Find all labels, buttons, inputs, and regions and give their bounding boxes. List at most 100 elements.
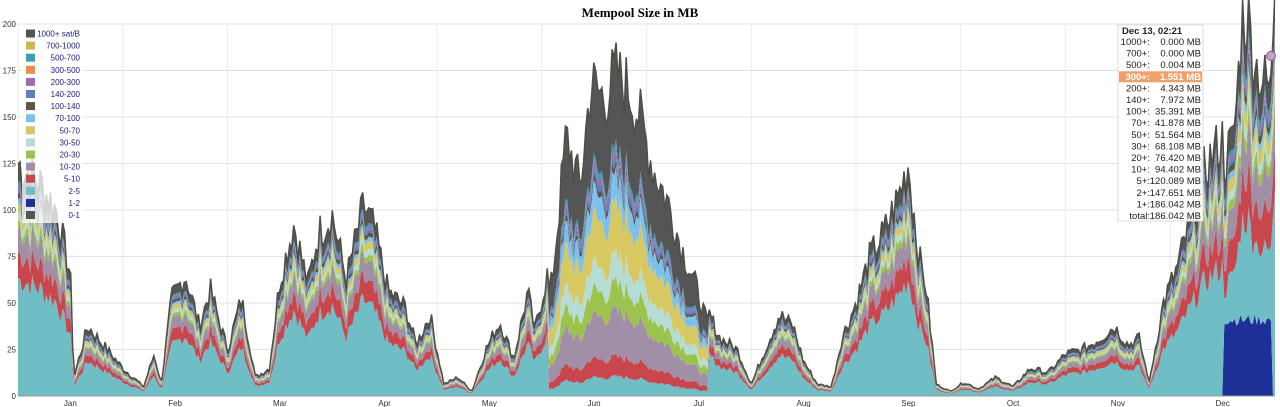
tooltip-row-value: 68.108 MB: [1155, 141, 1201, 152]
tooltip-row-label: 5+:: [1137, 176, 1150, 187]
tooltip-row-value: 7.972 MB: [1160, 95, 1201, 106]
tooltip-row-label: total:: [1129, 211, 1150, 222]
legend-label[interactable]: 500-700: [51, 54, 81, 63]
y-axis: 0 25 50 75 100 125 150 175 200: [3, 20, 17, 401]
tooltip-row-label: 200+:: [1126, 83, 1150, 94]
tooltip-row-value: 1.551 MB: [1160, 72, 1201, 83]
legend-swatch[interactable]: [26, 126, 35, 135]
tooltip-row-value: 0.000 MB: [1160, 37, 1201, 48]
x-axis: Jan Feb Mar Apr May Jun Jul Aug Sep Oct Nov Dec: [18, 395, 1275, 407]
legend-swatch[interactable]: [26, 162, 35, 171]
x-tick-label: Apr: [378, 399, 391, 407]
y-tick-label: 125: [3, 160, 17, 169]
tooltip-row-value: 4.343 MB: [1160, 83, 1201, 94]
x-tick-label: Nov: [1111, 399, 1125, 407]
tooltip-row-value: 41.878 MB: [1155, 118, 1201, 129]
tooltip-row-value: 35.391 MB: [1155, 107, 1201, 118]
tooltip-row-label: 300+:: [1125, 72, 1150, 83]
y-tick-label: 75: [7, 253, 16, 262]
chart-title: Mempool Size in MB: [582, 5, 699, 20]
legend-label[interactable]: 20-30: [60, 151, 81, 160]
x-tick-label: Oct: [1007, 399, 1020, 407]
tooltip-row-value: 76.420 MB: [1155, 153, 1201, 164]
tooltip-box: [1117, 24, 1204, 222]
x-tick-label: Feb: [168, 399, 182, 407]
tooltip-row-label: 30+:: [1131, 141, 1150, 152]
x-tick-label: Dec: [1216, 399, 1230, 407]
legend-label[interactable]: 100-140: [51, 102, 81, 111]
x-tick-label: Sep: [901, 399, 916, 407]
tooltip-row-value: 186.042 MB: [1150, 199, 1201, 210]
x-tick-label: Jan: [64, 399, 77, 407]
tooltip-row-label: 2+:: [1137, 188, 1150, 199]
legend-label[interactable]: 1-2: [68, 199, 80, 208]
tooltip-row-value: 0.000 MB: [1160, 49, 1201, 60]
tooltip-row-label: 500+:: [1126, 60, 1150, 71]
area-series-2-5: [18, 190, 1275, 396]
tooltip-row-value: 51.564 MB: [1155, 130, 1201, 141]
tooltip-row-label: 140+:: [1126, 95, 1150, 106]
total-outline: [17, 0, 1276, 392]
legend-swatch[interactable]: [26, 102, 35, 111]
stacked-areas: [17, 0, 1276, 396]
x-tick-label: Aug: [797, 399, 811, 407]
tooltip-row-value: 147.651 MB: [1150, 188, 1201, 199]
tooltip-row-label: 70+:: [1131, 118, 1150, 129]
legend-swatch[interactable]: [26, 138, 35, 147]
y-tick-label: 175: [3, 67, 17, 76]
legend-swatch[interactable]: [26, 29, 35, 38]
legend-swatch[interactable]: [26, 211, 35, 219]
y-tick-label: 0: [12, 392, 17, 401]
x-tick-label: May: [482, 399, 497, 407]
tooltip-row-label: 1+:: [1137, 199, 1150, 210]
tooltip-highlight: [1119, 71, 1202, 83]
tooltip-header: Dec 13, 02:21: [1122, 26, 1183, 37]
legend: 1000+ sat/B 700-1000 500-700 300-500 200-300…: [22, 27, 84, 223]
tooltip-row-label: 10+:: [1131, 165, 1150, 176]
y-tick-label: 25: [7, 346, 16, 355]
legend-label[interactable]: 10-20: [60, 163, 81, 172]
legend-label[interactable]: 700-1000: [46, 42, 80, 51]
legend-label[interactable]: 30-50: [60, 138, 81, 147]
legend-swatch[interactable]: [26, 150, 35, 159]
y-tick-label: 50: [7, 299, 16, 308]
legend-swatch[interactable]: [26, 77, 35, 86]
y-tick-label: 200: [3, 20, 17, 29]
area-series-10-20: [18, 101, 1275, 393]
x-tick-label: Jun: [588, 399, 601, 407]
tooltip-row-value: 0.004 MB: [1160, 60, 1201, 71]
legend-label[interactable]: 0-1: [68, 211, 80, 220]
legend-label[interactable]: 1000+ sat/B: [37, 30, 80, 39]
legend-swatch[interactable]: [26, 114, 35, 123]
y-tick-label: 100: [3, 206, 17, 215]
hover-marker: [1266, 50, 1276, 61]
area-series-1000-sat-b: [18, 0, 1275, 392]
tooltip-row-label: 100+:: [1126, 107, 1150, 118]
tooltip-row-label: 700+:: [1126, 49, 1150, 60]
legend-label[interactable]: 70-100: [55, 114, 80, 123]
y-tick-label: 150: [3, 113, 17, 122]
tooltip-row-label: 20+:: [1131, 153, 1150, 164]
legend-label[interactable]: 2-5: [68, 187, 80, 196]
legend-swatch[interactable]: [26, 65, 35, 74]
tooltip-row-label: 50+:: [1131, 130, 1150, 141]
legend-swatch[interactable]: [26, 174, 35, 183]
tooltip-row-value: 94.402 MB: [1155, 165, 1201, 176]
legend-label[interactable]: 140-200: [51, 90, 81, 99]
legend-swatch[interactable]: [26, 186, 35, 195]
legend-label[interactable]: 50-70: [60, 126, 81, 135]
legend-label[interactable]: 5-10: [64, 175, 81, 184]
tooltip-row-value: 186.042 MB: [1150, 211, 1201, 222]
tooltip-row-label: 1000+:: [1121, 37, 1150, 48]
legend-label[interactable]: 200-300: [51, 78, 81, 87]
tooltip-row-value: 120.089 MB: [1150, 176, 1201, 187]
x-tick-label: Mar: [273, 399, 287, 407]
x-tick-label: Jul: [694, 399, 704, 407]
legend-label[interactable]: 300-500: [51, 66, 81, 75]
legend-swatch[interactable]: [26, 53, 35, 62]
legend-swatch[interactable]: [26, 90, 35, 98]
legend-swatch[interactable]: [26, 198, 35, 207]
legend-swatch[interactable]: [26, 41, 35, 50]
